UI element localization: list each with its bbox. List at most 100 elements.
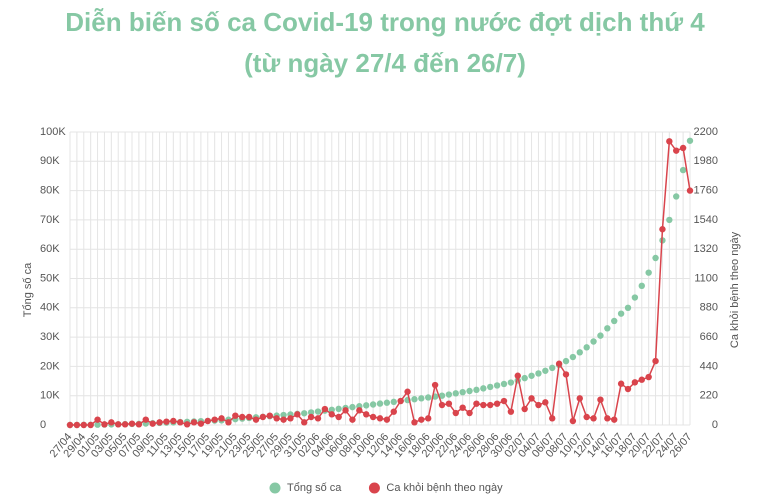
legend-label: Tổng số ca (287, 482, 342, 494)
y-tick-label: 0 (40, 419, 46, 431)
data-point (631, 379, 639, 386)
data-point (390, 398, 397, 406)
data-point (431, 381, 439, 389)
data-point (659, 226, 666, 233)
data-point (473, 386, 480, 394)
data-point (259, 413, 267, 421)
data-point (314, 408, 322, 415)
data-point (73, 421, 81, 429)
data-point (383, 416, 391, 423)
data-point (156, 419, 163, 426)
data-point (487, 401, 494, 409)
data-point (363, 402, 370, 409)
y-tick-label: 40K (40, 302, 60, 314)
data-point (66, 421, 74, 429)
data-point (328, 411, 335, 418)
y-tick-label: 50K (40, 272, 60, 284)
data-point (335, 405, 342, 413)
data-point (301, 419, 308, 426)
data-point (569, 353, 577, 361)
data-point (576, 349, 583, 356)
data-point (549, 415, 556, 422)
y2-tick-label: 0 (712, 419, 718, 431)
data-point (121, 421, 129, 428)
data-point (507, 408, 515, 415)
data-point (528, 372, 535, 379)
y2-tick-label: 1540 (694, 214, 718, 226)
data-point (686, 137, 694, 144)
data-point (197, 420, 205, 427)
data-point (611, 317, 618, 325)
y2-tick-label: 1100 (694, 272, 718, 284)
data-point (535, 401, 542, 409)
data-point (204, 417, 211, 425)
y2-tick-label: 220 (700, 390, 718, 402)
data-point (452, 409, 459, 417)
data-point (445, 400, 453, 407)
data-point (535, 370, 542, 377)
data-point (142, 416, 149, 423)
data-point (473, 400, 480, 407)
data-point (328, 406, 335, 413)
data-point (562, 371, 570, 378)
data-point (135, 421, 143, 428)
data-point (404, 388, 411, 395)
data-point (94, 416, 101, 423)
data-point (597, 396, 604, 403)
data-point (459, 404, 466, 411)
data-point (376, 415, 384, 422)
data-point (597, 332, 604, 339)
data-point (349, 403, 356, 411)
data-point (624, 304, 632, 311)
data-point (225, 419, 232, 426)
data-point (459, 388, 466, 396)
y2-tick-label: 660 (700, 331, 718, 343)
data-point (335, 413, 342, 421)
data-point (376, 400, 384, 407)
data-point (438, 392, 446, 399)
data-point (349, 416, 356, 423)
data-point (666, 216, 673, 224)
data-point (425, 394, 432, 401)
data-point (418, 416, 425, 423)
data-point (604, 325, 611, 332)
data-point (445, 391, 453, 398)
data-point (170, 417, 177, 425)
data-point (507, 379, 515, 386)
data-point (521, 405, 528, 413)
y-axis-label: Tổng số ca (22, 262, 34, 317)
data-point (287, 415, 294, 422)
data-point (604, 415, 611, 422)
data-point (679, 166, 687, 174)
data-point (280, 416, 287, 423)
data-point (356, 407, 363, 414)
data-point (576, 395, 583, 402)
data-point (425, 415, 432, 422)
data-point (666, 138, 673, 145)
data-point (101, 421, 108, 428)
data-point (493, 382, 501, 389)
data-point (583, 344, 590, 351)
data-point (252, 416, 260, 423)
data-point (232, 412, 239, 419)
data-point (590, 415, 597, 422)
data-point (438, 401, 446, 409)
data-point (466, 409, 473, 417)
data-point (294, 411, 301, 418)
data-point (314, 415, 322, 422)
y-tick-label: 70K (40, 214, 60, 226)
data-point (321, 405, 329, 413)
data-point (652, 357, 659, 365)
data-point (528, 395, 535, 402)
data-point (679, 144, 687, 152)
y2-tick-label: 1980 (694, 155, 718, 167)
data-point (108, 419, 115, 426)
data-point (631, 294, 639, 301)
data-point (652, 254, 659, 262)
data-point (590, 338, 597, 345)
data-point (301, 410, 308, 417)
legend-marker (269, 482, 281, 494)
chart-title: Diễn biến số ca Covid-19 trong nước đợt … (65, 7, 705, 37)
data-point (521, 374, 528, 382)
